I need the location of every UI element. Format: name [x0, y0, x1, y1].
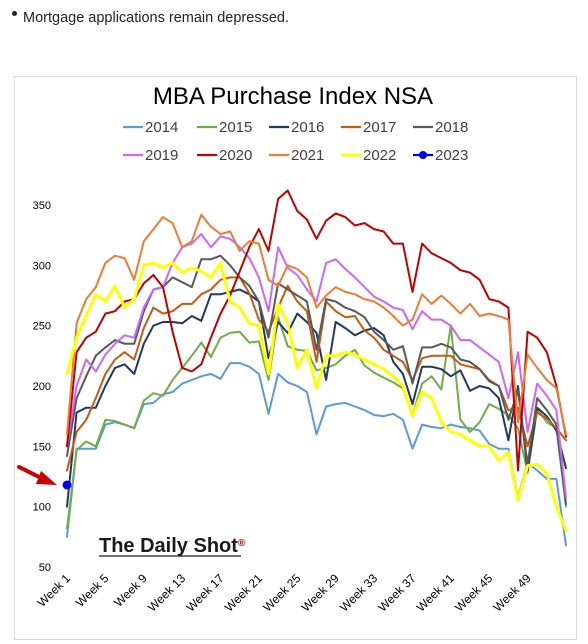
legend-label: 2014 — [145, 119, 178, 136]
daily-shot-watermark: The Daily Shot® — [99, 535, 246, 557]
series-line-2021 — [66, 213, 567, 436]
chart-frame: MBA Purchase Index NSA 2014 2015 2016 2017 2… — [14, 76, 577, 640]
y-axis: 50 100 150 200 250 300 350 — [33, 200, 51, 574]
legend-item-2021: 2021 — [269, 147, 324, 164]
series-line-2019 — [66, 233, 567, 498]
y-tick-label: 50 — [39, 562, 51, 574]
legend-item-2018: 2018 — [413, 119, 468, 136]
x-tick-label: Week 41 — [414, 571, 457, 614]
markers-group — [62, 480, 72, 490]
y-tick-label: 300 — [33, 260, 51, 272]
x-tick-label: Week 29 — [299, 571, 342, 614]
x-tick-label: Week 25 — [260, 571, 303, 614]
series-point-2023 — [62, 480, 72, 490]
chart-legend: 2014 2015 2016 2017 2018 2019 2020 2021 2022 2023 — [123, 119, 468, 164]
watermark-text: The Daily Shot — [99, 535, 238, 557]
legend-label: 2018 — [435, 119, 468, 136]
x-tick-label: Week 37 — [375, 571, 418, 614]
bullet-text: Mortgage applications remain depressed. — [23, 10, 289, 26]
arrow-head — [36, 470, 57, 485]
x-tick-label: Week 45 — [452, 571, 495, 614]
bullet-note: Mortgage applications remain depressed. — [12, 10, 289, 26]
watermark-mark: ® — [238, 538, 246, 549]
bullet-icon — [12, 10, 17, 16]
y-tick-label: 350 — [33, 200, 51, 212]
series-line-2016 — [66, 288, 567, 508]
legend-item-2019: 2019 — [123, 147, 178, 164]
chart-svg: MBA Purchase Index NSA 2014 2015 2016 2017 2… — [17, 83, 568, 614]
x-tick-label: Week 13 — [145, 571, 188, 614]
legend-label: 2015 — [219, 119, 252, 136]
legend-item-2023: 2023 — [413, 147, 468, 164]
svg-text:The Daily Shot®: The Daily Shot® — [99, 535, 246, 557]
legend-label: 2023 — [435, 147, 468, 164]
legend-label: 2019 — [145, 147, 178, 164]
y-tick-label: 200 — [33, 381, 51, 393]
legend-item-2016: 2016 — [269, 119, 324, 136]
legend-label: 2017 — [363, 119, 396, 136]
series-line-2015 — [66, 316, 567, 530]
y-tick-label: 100 — [33, 502, 51, 514]
legend-item-2017: 2017 — [341, 119, 396, 136]
legend-item-2022: 2022 — [341, 147, 396, 164]
y-tick-label: 150 — [33, 441, 51, 453]
series-line-2022 — [65, 261, 568, 533]
x-tick-label: Week 21 — [222, 571, 265, 614]
x-tick-label: Week 17 — [183, 571, 226, 614]
y-tick-label: 250 — [33, 321, 51, 333]
series-line-2020 — [66, 189, 567, 472]
series-line-2014 — [66, 362, 567, 547]
legend-label: 2020 — [219, 147, 252, 164]
legend-marker — [419, 151, 427, 159]
x-tick-label: Week 49 — [491, 571, 534, 614]
legend-item-2014: 2014 — [123, 119, 178, 136]
series-group — [65, 189, 568, 547]
x-tick-label: Week 1 — [35, 571, 74, 610]
annotation-arrow — [17, 464, 57, 485]
x-tick-label: Week 5 — [73, 571, 112, 610]
series-line-2018 — [66, 254, 567, 506]
legend-item-2015: 2015 — [197, 119, 252, 136]
x-tick-label: Week 33 — [337, 571, 380, 614]
chart-title: MBA Purchase Index NSA — [153, 83, 433, 110]
legend-label: 2016 — [291, 119, 324, 136]
legend-label: 2021 — [291, 147, 324, 164]
legend-item-2020: 2020 — [197, 147, 252, 164]
legend-label: 2022 — [363, 147, 396, 164]
